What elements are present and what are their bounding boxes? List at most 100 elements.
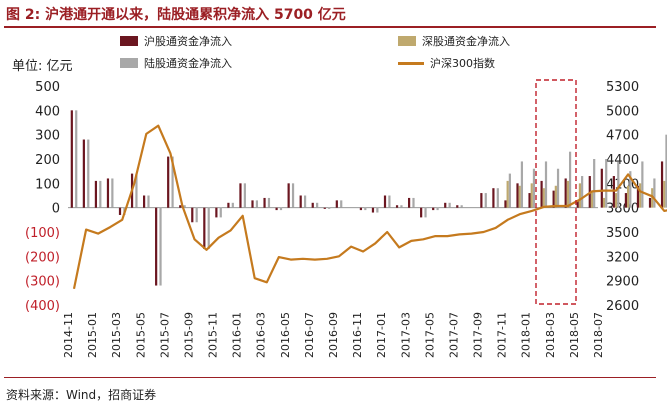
legend-shanghai: 沪股通资金净流入 [120, 33, 232, 49]
bar-shanghai [94, 180, 98, 208]
bar-shanghai [504, 200, 507, 208]
bar-shanghai [299, 195, 302, 208]
bar-shanghai [311, 202, 314, 208]
bar-total [436, 207, 439, 211]
x-tick-label: 2016-05 [279, 312, 292, 358]
x-tick-label: 2016-01 [231, 312, 244, 358]
bar-total [147, 195, 150, 208]
x-tick-label: 2015-07 [158, 312, 171, 358]
bar-shanghai [492, 188, 495, 208]
bar-total [388, 195, 391, 208]
x-tick-label: 2015-09 [182, 312, 195, 358]
y-right-tick-label: 4400 [606, 153, 639, 168]
bar-shenzhen [627, 185, 630, 208]
bar-shanghai [227, 202, 230, 208]
x-tick-label: 2015-01 [86, 312, 99, 358]
y-right-tick-label: 3500 [606, 226, 639, 241]
bar-shanghai [155, 207, 158, 286]
legend-swatch-total [120, 58, 138, 68]
y-right-tick-label: 5300 [606, 80, 639, 95]
bar-total [593, 159, 596, 208]
x-tick-label: 2017-01 [375, 312, 388, 358]
bar-total [316, 202, 319, 208]
bar-total [340, 200, 343, 208]
y-left-tick-label: (100) [25, 226, 60, 241]
bar-total [617, 161, 620, 208]
bar-total [424, 207, 427, 218]
bar-shanghai [287, 183, 290, 208]
y-left-tick-label: 400 [35, 104, 60, 119]
bar-shanghai [420, 207, 423, 218]
bar-total [207, 207, 210, 250]
bar-total [400, 205, 403, 208]
bar-total [568, 151, 572, 208]
legend-label-shanghai: 沪股通资金净流入 [144, 35, 232, 48]
bar-total [641, 161, 644, 208]
bar-total [87, 139, 90, 208]
y-left-tick-label: (300) [25, 275, 60, 290]
x-tick-label: 2015-03 [110, 312, 123, 358]
bar-total [328, 207, 331, 209]
y-left-tick-label: (400) [25, 299, 60, 314]
x-tick-label: 2018-03 [544, 312, 557, 358]
y-left-tick-label: 100 [35, 177, 60, 192]
bar-shanghai [395, 205, 399, 208]
x-tick-label: 2018-07 [592, 312, 605, 358]
bar-shanghai [600, 168, 603, 208]
bar-shanghai [444, 202, 447, 208]
y-right-tick-label: 3800 [606, 202, 639, 217]
bar-total [544, 161, 548, 208]
bar-shanghai [70, 110, 73, 208]
legend-total: 陆股通资金净流入 [120, 55, 232, 71]
bar-shanghai [191, 207, 194, 223]
y-left-tick-label: 200 [35, 153, 60, 168]
bar-total [665, 134, 667, 208]
bar-shenzhen [566, 180, 569, 208]
x-tick-label: 2015-11 [207, 312, 220, 358]
bar-shenzhen [663, 180, 666, 208]
bar-total [243, 183, 246, 208]
bar-shenzhen [639, 183, 642, 208]
bar-total [484, 193, 487, 208]
bar-total [508, 173, 511, 208]
x-tick-label: 2017-03 [399, 312, 412, 358]
bar-shenzhen [542, 188, 545, 208]
bar-total [171, 156, 174, 208]
y-right-tick-label: 3200 [606, 250, 639, 265]
bar-shenzhen [530, 183, 533, 208]
x-tick-label: 2017-09 [472, 312, 485, 358]
bar-shanghai [528, 193, 531, 208]
bar-shanghai [142, 195, 146, 208]
bar-shanghai [540, 180, 543, 208]
bar-total [267, 197, 271, 208]
bar-shanghai [660, 161, 664, 208]
bar-total [653, 178, 656, 208]
bottom-rule [4, 377, 656, 378]
y-left-tick-label: 500 [35, 80, 60, 95]
legend-shenzhen: 深股通资金净流入 [398, 33, 510, 49]
x-tick-label: 2018-05 [568, 312, 581, 358]
bar-shanghai [636, 185, 640, 208]
legend-label-total: 陆股通资金净流入 [144, 57, 232, 70]
bar-total [99, 180, 102, 208]
title-rule [4, 26, 656, 28]
legend-line-index [398, 61, 424, 65]
bar-shanghai [624, 193, 628, 208]
bar-shanghai [564, 178, 567, 208]
bar-shanghai [251, 200, 254, 208]
x-tick-label: 2017-05 [423, 312, 436, 358]
bar-shanghai [648, 197, 652, 208]
y-left-tick-label: 0 [52, 202, 60, 217]
bar-total [183, 205, 186, 208]
bar-total [111, 178, 114, 208]
y-right-tick-label: 2900 [606, 275, 639, 290]
bar-shanghai [335, 200, 338, 208]
bar-shanghai [263, 197, 266, 208]
bar-shanghai [323, 207, 326, 209]
y-left-tick-label: (200) [25, 250, 60, 265]
bar-shenzhen [578, 183, 582, 208]
bar-shanghai [203, 207, 206, 250]
bar-shanghai [167, 156, 170, 208]
bar-shanghai [275, 207, 278, 211]
bar-total [460, 205, 463, 208]
